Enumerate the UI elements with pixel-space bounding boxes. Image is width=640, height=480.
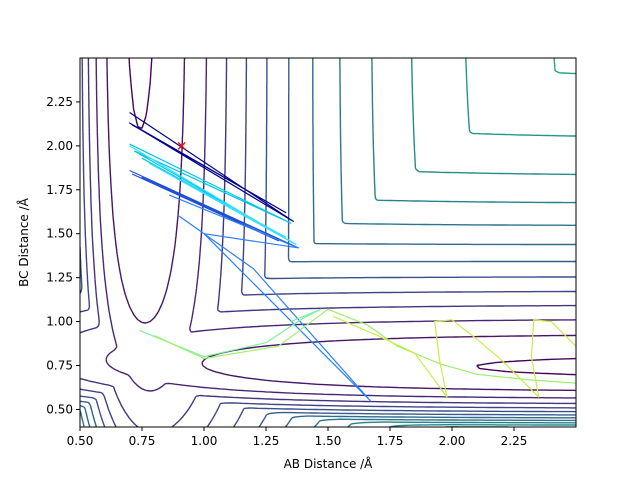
y-tick-label: 0.75 xyxy=(46,359,73,373)
y-axis-ticks: 0.50 0.75 1.00 1.25 1.50 1.75 2.00 2.25 xyxy=(46,95,80,416)
y-tick-label: 1.00 xyxy=(46,315,73,329)
trajectory-line xyxy=(139,308,322,358)
contour-line xyxy=(80,58,576,427)
trajectory-line xyxy=(129,145,297,245)
contour-lines xyxy=(80,58,576,427)
trajectory-line xyxy=(169,194,371,402)
marker-layer xyxy=(177,141,186,150)
y-tick-label: 2.00 xyxy=(46,139,73,153)
trajectory-line xyxy=(154,308,576,384)
x-tick-label: 1.25 xyxy=(253,434,280,448)
x-axis-label: AB Distance /Å xyxy=(284,456,374,471)
x-tick-label: 1.50 xyxy=(315,434,342,448)
x-tick-label: 1.75 xyxy=(377,434,404,448)
contour-line xyxy=(80,58,576,427)
contour-line xyxy=(95,58,576,399)
x-axis-ticks: 0.50 0.75 1.00 1.25 1.50 1.75 2.00 2.25 xyxy=(67,427,528,448)
x-tick-label: 2.25 xyxy=(501,434,528,448)
contour-line xyxy=(80,58,576,427)
trajectory-lines xyxy=(129,112,576,402)
x-tick-label: 1.00 xyxy=(191,434,218,448)
contour-line xyxy=(80,58,576,427)
marker-stroke xyxy=(177,141,186,150)
contour-line xyxy=(80,58,576,427)
x-tick-label: 0.50 xyxy=(67,434,94,448)
x-tick-label: 2.00 xyxy=(439,434,466,448)
y-tick-label: 1.50 xyxy=(46,227,73,241)
contour-line xyxy=(106,58,576,392)
trajectory-line xyxy=(129,112,294,222)
x-tick-label: 0.75 xyxy=(129,434,156,448)
y-tick-label: 0.50 xyxy=(46,402,73,416)
trajectory-line xyxy=(332,315,576,398)
y-axis-label: BC Distance /Å xyxy=(16,197,31,287)
y-tick-label: 2.25 xyxy=(46,95,73,109)
y-tick-label: 1.25 xyxy=(46,271,73,285)
start-marker-x xyxy=(177,141,186,150)
contour-line xyxy=(553,58,576,75)
contour-line xyxy=(80,58,576,427)
trajectory-line xyxy=(129,169,299,249)
y-tick-label: 1.75 xyxy=(46,183,73,197)
